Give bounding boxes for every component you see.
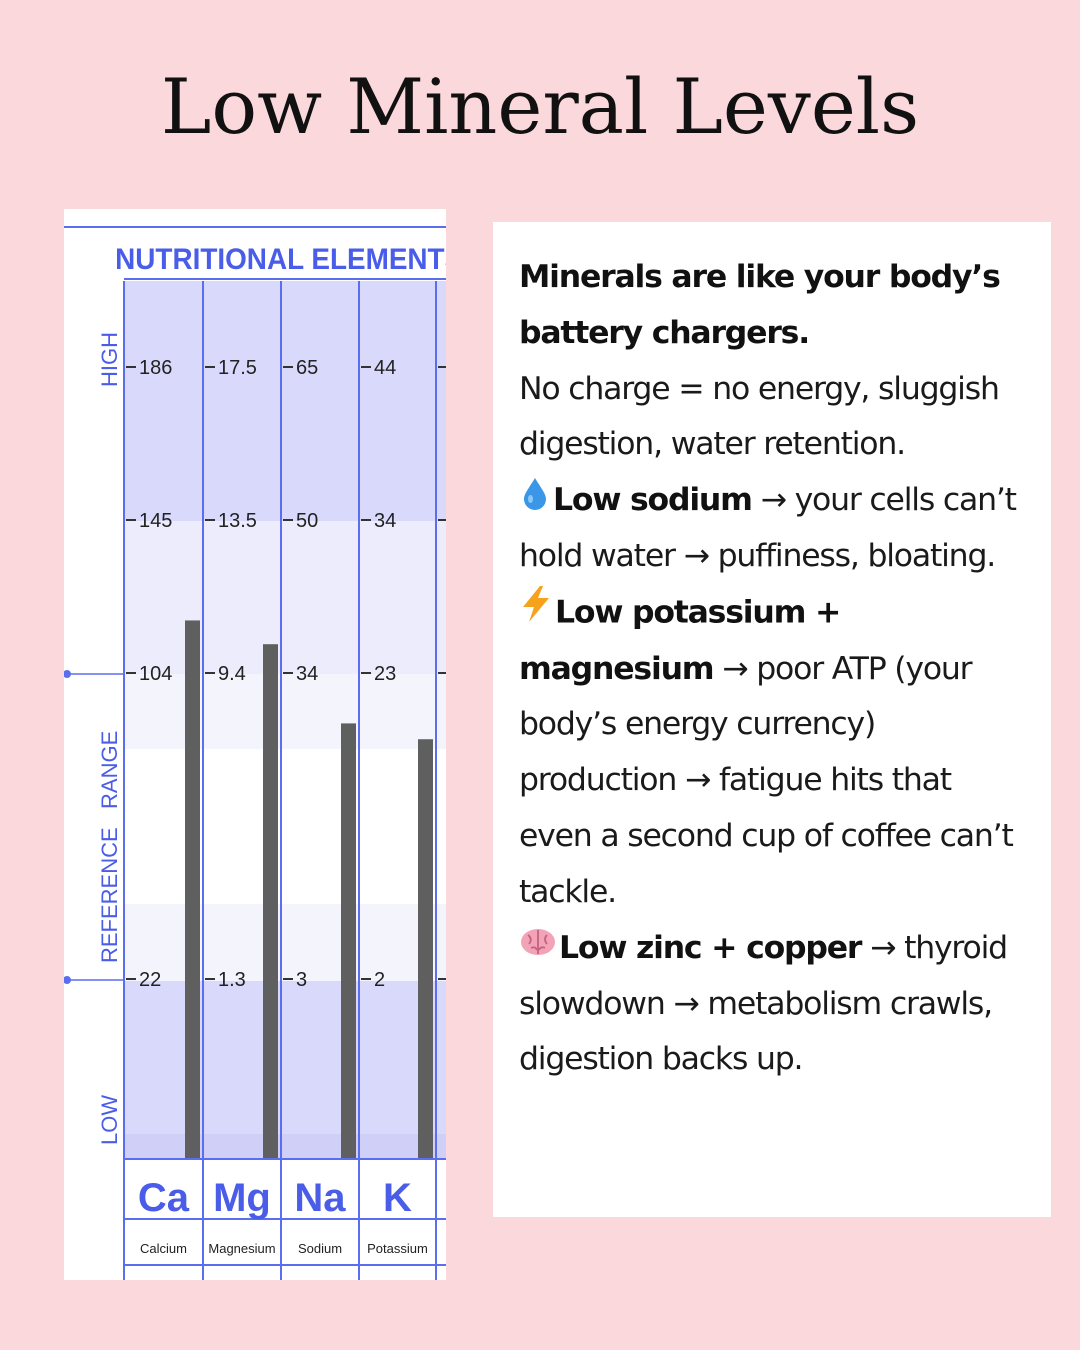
zinc-text-a: thyroid slowdown [519, 929, 1008, 1022]
arrow-4: → [676, 762, 719, 799]
potassium-heading: Low potassium + magnesium [519, 594, 841, 687]
chart-band-0 [124, 281, 446, 521]
element-name: Magnesium [208, 1241, 275, 1256]
mineral-chart-panel: NUTRITIONAL ELEMENTS HIGH REFERENCE RANG… [64, 209, 446, 1280]
tick-label: 145 [139, 510, 172, 532]
potassium-text-a: poor ATP (your body’s energy currency) p… [519, 650, 973, 799]
chart-band-2 [124, 674, 446, 749]
element-name: Potassium [367, 1241, 428, 1256]
tick-label: 17.5 [218, 357, 257, 379]
tick-label: 44 [374, 357, 396, 379]
arrow-6: → [664, 985, 708, 1022]
zinc-heading: Low zinc + copper [559, 929, 862, 966]
arrow-3: → [713, 650, 757, 687]
tick-label: 34 [374, 510, 396, 532]
sodium-heading: Low sodium [553, 482, 753, 519]
intro-heading: Minerals are like your body’s battery ch… [519, 259, 1001, 351]
bar-calcium [185, 620, 200, 1159]
bar-magnesium [263, 644, 278, 1159]
page-title: Low Mineral Levels [160, 62, 920, 151]
reference-dot-0 [64, 670, 71, 678]
arrow-5: → [861, 929, 905, 966]
info-panel: Minerals are like your body’s battery ch… [493, 222, 1051, 1217]
arrow-2: → [674, 538, 718, 575]
y-section-high: HIGH [97, 332, 122, 387]
tick-label: 23 [374, 663, 396, 685]
sodium-text-b: puffiness, bloating. [717, 538, 997, 575]
tick-label: 13.5 [218, 510, 257, 532]
mineral-bar-chart: NUTRITIONAL ELEMENTS HIGH REFERENCE RANG… [64, 226, 446, 1280]
reference-dot-1 [64, 976, 71, 984]
tick-label: 104 [139, 663, 172, 685]
droplet-icon [519, 473, 551, 529]
tick-label: 50 [296, 510, 318, 532]
element-name: Calcium [140, 1241, 187, 1256]
bar-sodium [341, 723, 356, 1159]
tick-label: 34 [296, 663, 318, 685]
chart-title: NUTRITIONAL ELEMENTS [115, 243, 446, 276]
chart-band-4 [124, 904, 446, 981]
brain-icon [519, 921, 557, 977]
bar-potassium [418, 739, 433, 1159]
element-symbol: Mg [213, 1176, 271, 1220]
lightning-icon [519, 585, 553, 642]
intro-text: No charge = no energy, sluggish digestio… [519, 370, 1000, 463]
tick-label: 22 [139, 969, 161, 991]
zinc-text-b: metabolism crawls, digestion backs up. [519, 985, 993, 1078]
element-name: Sodium [298, 1241, 342, 1256]
arrow-1: → [751, 482, 795, 519]
tick-label: 2 [374, 969, 385, 991]
chart-band-1 [124, 521, 446, 674]
potassium-text-b: fatigue hits that even a second cup of c… [519, 762, 1014, 910]
y-section-low: LOW [97, 1095, 122, 1145]
sodium-text-a: your cells can’t hold water [519, 482, 1017, 575]
element-symbol: K [383, 1176, 412, 1220]
element-symbol: Ca [138, 1176, 190, 1220]
tick-label: 65 [296, 357, 318, 379]
tick-label: 186 [139, 357, 172, 379]
tick-label: 1.3 [218, 969, 246, 991]
tick-label: 3 [296, 969, 307, 991]
info-copy: Minerals are like your body’s battery ch… [519, 250, 1031, 1088]
element-symbol: Na [294, 1176, 346, 1220]
tick-label: 9.4 [218, 663, 246, 685]
chart-band-5 [124, 981, 446, 1134]
chart-band-3 [124, 749, 446, 904]
chart-band-6 [124, 1134, 446, 1159]
y-section-reference-range: REFERENCE RANGE [97, 731, 122, 963]
